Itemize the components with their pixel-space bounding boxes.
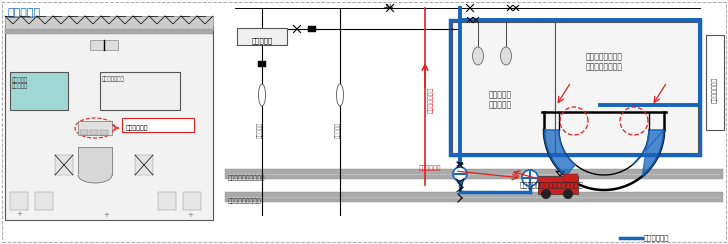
Bar bbox=[225, 169, 723, 179]
Bar bbox=[135, 155, 153, 175]
FancyBboxPatch shape bbox=[237, 28, 287, 45]
Bar bbox=[225, 192, 723, 202]
Circle shape bbox=[541, 189, 551, 199]
Text: 格納容器頂部: 格納容器頂部 bbox=[126, 125, 149, 131]
Text: 他系統より: 他系統より bbox=[251, 37, 272, 44]
Bar bbox=[5, 25, 213, 220]
Text: ：注水ライン: ：注水ライン bbox=[644, 235, 670, 241]
Bar bbox=[308, 26, 316, 32]
Bar bbox=[258, 61, 266, 67]
Bar bbox=[452, 22, 555, 153]
Ellipse shape bbox=[472, 47, 483, 65]
Bar bbox=[555, 22, 698, 153]
Bar bbox=[78, 121, 112, 135]
Ellipse shape bbox=[258, 84, 266, 106]
Bar bbox=[450, 20, 700, 155]
Text: ７号機の例: ７号機の例 bbox=[8, 8, 41, 18]
Text: 原子炉建屋（外壁）: 原子炉建屋（外壁） bbox=[228, 198, 262, 204]
Bar bbox=[158, 192, 176, 210]
Bar bbox=[5, 16, 213, 30]
Text: +: + bbox=[103, 212, 109, 218]
Bar bbox=[35, 192, 53, 210]
Text: 機器仮置プール: 機器仮置プール bbox=[712, 77, 718, 103]
Circle shape bbox=[522, 170, 538, 186]
Bar bbox=[10, 192, 28, 210]
Text: 使用済燃料
貯蔵プール: 使用済燃料 貯蔵プール bbox=[488, 90, 512, 110]
Bar bbox=[100, 130, 108, 135]
Circle shape bbox=[563, 189, 573, 199]
Bar bbox=[563, 174, 578, 182]
Text: 新規設置ライン: 新規設置ライン bbox=[428, 87, 434, 113]
Text: 格納容器トップヘッドフランジ部: 格納容器トップヘッドフランジ部 bbox=[520, 182, 584, 188]
Ellipse shape bbox=[501, 47, 512, 65]
Text: 他系統より: 他系統より bbox=[335, 122, 341, 138]
Bar bbox=[55, 155, 73, 175]
Text: +: + bbox=[16, 211, 22, 217]
Text: 他系統より: 他系統より bbox=[257, 122, 263, 138]
Bar bbox=[80, 130, 88, 135]
Text: 格納容器頂部外側
（原子炉ウェル）: 格納容器頂部外側 （原子炉ウェル） bbox=[585, 52, 622, 72]
Text: +: + bbox=[187, 212, 193, 218]
Circle shape bbox=[453, 167, 467, 181]
Text: 使用済燃料
貯蔵プール: 使用済燃料 貯蔵プール bbox=[12, 77, 28, 89]
Bar bbox=[90, 130, 98, 135]
Bar bbox=[183, 192, 201, 210]
Polygon shape bbox=[78, 175, 112, 183]
Bar bbox=[706, 35, 724, 130]
Bar bbox=[90, 40, 118, 50]
Bar bbox=[100, 72, 180, 110]
Bar bbox=[78, 147, 112, 175]
Bar bbox=[538, 176, 578, 194]
Bar bbox=[5, 29, 213, 34]
Text: 原子炉建屋（二重壁）: 原子炉建屋（二重壁） bbox=[228, 175, 266, 181]
Polygon shape bbox=[633, 130, 664, 176]
Bar bbox=[122, 118, 194, 132]
Text: 機器仮置プール: 機器仮置プール bbox=[102, 76, 124, 81]
Text: N: N bbox=[385, 4, 391, 10]
Ellipse shape bbox=[336, 84, 344, 106]
Bar bbox=[10, 72, 68, 110]
Text: 接続口多重化: 接続口多重化 bbox=[419, 165, 441, 171]
Polygon shape bbox=[544, 130, 575, 176]
